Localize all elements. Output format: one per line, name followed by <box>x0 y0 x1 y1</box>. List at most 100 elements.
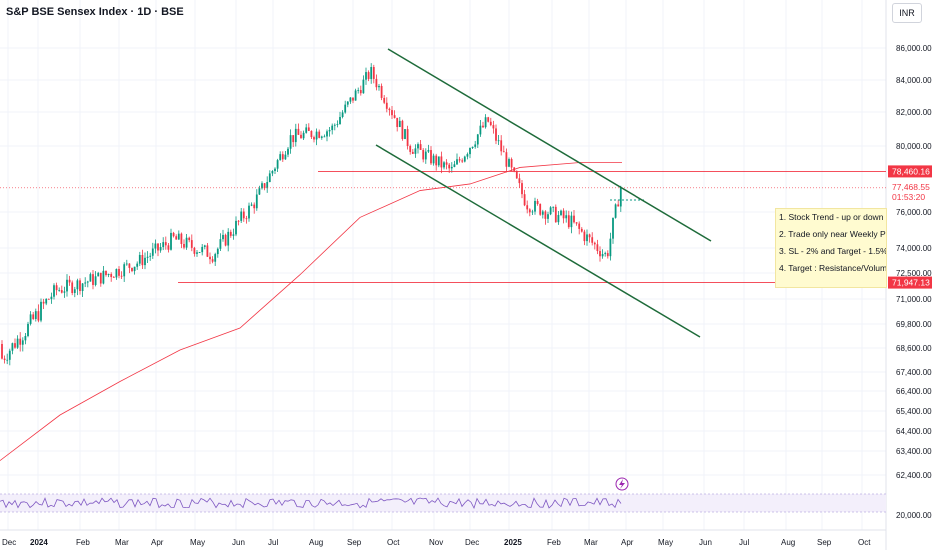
svg-text:01:53:20: 01:53:20 <box>892 192 925 202</box>
candle <box>354 88 357 101</box>
candle <box>203 244 206 250</box>
candle <box>557 211 560 225</box>
candle <box>3 355 6 364</box>
time-tick-label: Oct <box>387 538 400 547</box>
time-tick-label: Jun <box>232 538 245 547</box>
candle <box>214 252 217 266</box>
candle <box>32 311 35 321</box>
time-tick-label: Aug <box>309 538 323 547</box>
candle <box>297 123 300 135</box>
candle <box>235 216 237 237</box>
time-tick-label: Apr <box>151 538 164 547</box>
note-line-1: 1. Stock Trend - up or down ? <box>779 212 887 222</box>
horizontal-levels <box>0 170 886 284</box>
lightning-icon[interactable] <box>615 477 629 491</box>
candle <box>287 146 289 158</box>
candle <box>378 84 380 91</box>
currency-button[interactable]: INR <box>892 3 922 23</box>
candle <box>500 135 503 156</box>
price-tick-label: 84,000.00 <box>896 76 932 85</box>
candle <box>534 197 536 215</box>
price-tick-label: 71,000.00 <box>896 295 932 304</box>
candle <box>471 146 474 149</box>
candle <box>318 129 321 139</box>
candle <box>586 229 588 246</box>
candle <box>619 185 622 212</box>
candle <box>154 239 157 254</box>
note-line-2: 2. Trade only near Weekly POC <box>779 229 887 239</box>
candle <box>289 129 292 154</box>
price-tick-label: 69,800.00 <box>896 320 932 329</box>
candle <box>112 276 115 278</box>
candle <box>411 149 414 155</box>
time-tick-label: Nov <box>429 538 443 547</box>
candle <box>505 148 508 173</box>
candle <box>164 236 167 250</box>
candle <box>424 148 427 164</box>
candle <box>479 120 482 137</box>
candle <box>81 282 84 298</box>
candle <box>253 202 256 214</box>
candle <box>258 185 261 196</box>
candle <box>193 246 196 257</box>
candle <box>151 242 154 259</box>
rsi-band <box>0 494 886 512</box>
price-tick-label: 72,500.00 <box>896 269 932 278</box>
price-tag: 78,460.16 <box>888 165 932 178</box>
candle <box>198 251 201 253</box>
candle <box>284 151 287 160</box>
candle <box>599 246 601 262</box>
candle <box>27 321 29 338</box>
text-note[interactable]: 1. Stock Trend - up or down ? 2. Trade o… <box>775 208 887 288</box>
candle <box>105 270 107 277</box>
candle <box>365 67 367 85</box>
candle <box>567 210 570 229</box>
price-tag: 77,468.55 <box>888 180 932 193</box>
candle <box>167 242 170 253</box>
candlestick-series <box>1 63 622 366</box>
candle <box>219 233 222 252</box>
note-line-4: 4. Target : Resistance/Volume <box>779 263 887 273</box>
svg-text:77,468.55: 77,468.55 <box>892 182 930 192</box>
candle <box>601 249 604 259</box>
candle <box>458 156 461 163</box>
candle <box>84 277 87 288</box>
candle <box>37 304 40 323</box>
candle <box>162 237 165 251</box>
candle <box>427 144 430 153</box>
candle <box>388 107 391 116</box>
candle <box>552 206 555 213</box>
price-tick-label: 80,000.00 <box>896 142 932 151</box>
time-tick-label: Mar <box>584 538 598 547</box>
candle <box>58 287 61 292</box>
trend-channel <box>375 48 712 338</box>
candle <box>320 135 323 140</box>
channel-upper <box>387 48 712 242</box>
candle <box>469 147 471 159</box>
moving-average-line <box>0 162 622 461</box>
candle <box>575 222 578 226</box>
candle <box>261 181 263 190</box>
candle <box>492 120 495 134</box>
candle <box>440 151 443 174</box>
time-tick-label: Aug <box>781 538 795 547</box>
time-axis: Dec 2024 Feb Mar Apr May Jun Jul Aug Sep Oct Nov Dec… <box>2 538 871 547</box>
price-tick-label: 66,400.00 <box>896 387 932 396</box>
candle <box>508 157 510 168</box>
time-tick-label: Apr <box>621 538 634 547</box>
candle <box>313 135 315 143</box>
candle <box>591 232 594 246</box>
candle <box>541 209 544 219</box>
candle <box>518 173 521 188</box>
candle <box>437 156 440 168</box>
candle <box>175 234 178 240</box>
candle <box>271 170 274 177</box>
candle <box>34 308 37 322</box>
candle <box>528 208 531 217</box>
candle <box>422 148 425 163</box>
candle <box>232 228 235 240</box>
candle <box>333 123 336 131</box>
price-tick-label: 65,400.00 <box>896 407 932 416</box>
time-tick-label: May <box>190 538 205 547</box>
